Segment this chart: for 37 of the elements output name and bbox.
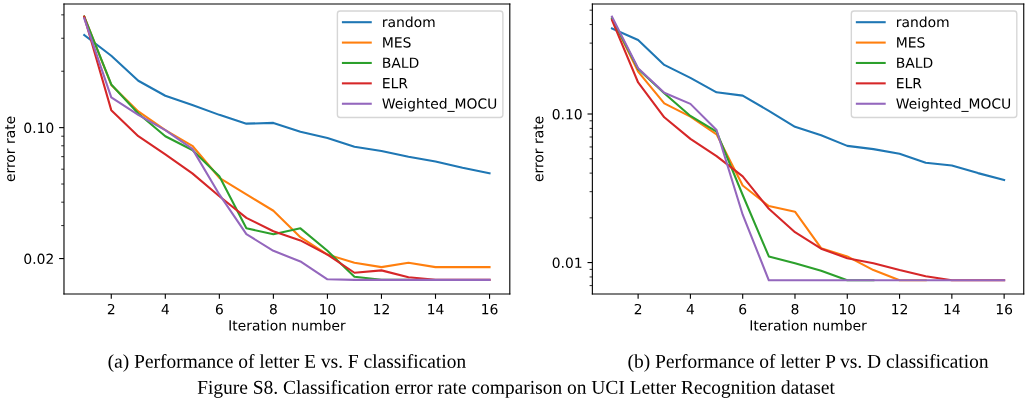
- y-axis-title: error rate: [5, 116, 16, 182]
- x-tick-label: 10: [839, 303, 856, 315]
- legend-label: BALD: [897, 57, 933, 68]
- text: (b) Performance of letter P vs. D classification: [628, 353, 989, 372]
- legend-label: ELR: [897, 78, 922, 89]
- x-tick-label: 8: [791, 303, 799, 315]
- y-axis-title: error rate: [533, 116, 544, 182]
- x-tick-label: 12: [374, 303, 389, 315]
- x-axis-title: Iteration number: [750, 319, 867, 331]
- x-tick-label: 16: [482, 303, 498, 315]
- legend-label: ELR: [383, 78, 408, 89]
- x-tick-label: 6: [215, 303, 223, 315]
- x-tick-label: 12: [892, 303, 908, 315]
- legend-label: random: [383, 16, 435, 28]
- x-axis-title: Iteration number: [229, 319, 346, 331]
- legend-label: BALD: [383, 57, 419, 68]
- x-tick-label: 2: [107, 303, 115, 315]
- x-tick-label: 4: [686, 304, 695, 315]
- x-tick-label: 14: [944, 304, 960, 315]
- text: (a) Performance of letter E vs. F classification: [108, 353, 466, 372]
- legend-label: random: [897, 16, 949, 28]
- x-tick-label: 10: [320, 303, 336, 315]
- x-tick-label: 4: [161, 304, 169, 315]
- x-tick-label: 2: [634, 303, 642, 315]
- x-tick-label: 16: [996, 303, 1013, 315]
- legend-label: Weighted_MOCU: [896, 98, 1011, 112]
- y-tick-label: 0.02: [24, 253, 53, 265]
- y-tick-label: 0.10: [24, 122, 54, 134]
- legend-label: MES: [383, 37, 411, 48]
- caption: Figure S8. Classification error rate comparison on UCI Letter Recognition dataset: [197, 380, 835, 398]
- legend-label: Weighted_MOCU: [382, 98, 497, 112]
- y-tick-label: 0.10: [552, 108, 582, 120]
- legend-label: MES: [897, 37, 925, 48]
- y-tick-label: 0.01: [552, 257, 582, 269]
- x-tick-label: 8: [269, 303, 277, 315]
- x-tick-label: 6: [739, 303, 747, 315]
- x-tick-label: 14: [428, 304, 444, 315]
